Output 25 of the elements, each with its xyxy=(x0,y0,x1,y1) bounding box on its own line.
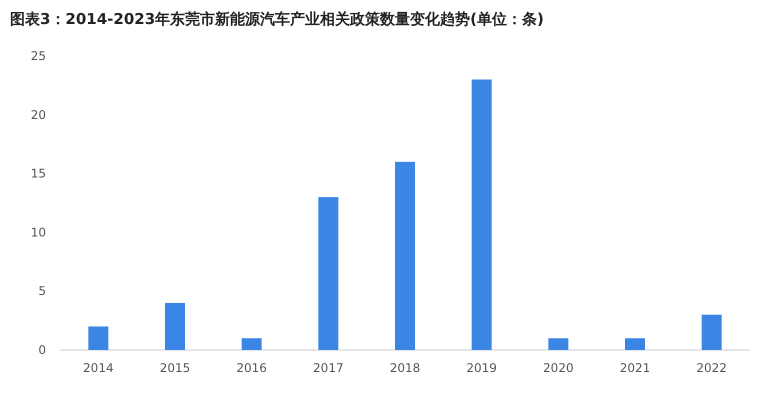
x-tick-label: 2015 xyxy=(160,361,190,375)
bar xyxy=(548,338,568,350)
bar xyxy=(472,80,492,350)
chart-title: 图表3：2014-2023年东莞市新能源汽车产业相关政策数量变化趋势(单位：条) xyxy=(10,10,544,28)
bar xyxy=(242,338,262,350)
y-tick-label: 10 xyxy=(30,225,46,240)
bar xyxy=(702,314,722,350)
y-tick-label: 20 xyxy=(30,108,46,122)
bar xyxy=(395,162,415,350)
y-tick-label: 25 xyxy=(30,49,46,63)
x-tick-label: 2018 xyxy=(390,361,420,375)
bar xyxy=(318,197,338,350)
y-tick-label: 15 xyxy=(30,166,46,181)
x-tick-label: 2022 xyxy=(696,361,727,375)
y-tick-label: 0 xyxy=(38,343,46,357)
bar xyxy=(88,326,108,350)
x-tick-label: 2021 xyxy=(620,361,650,375)
x-tick-label: 2019 xyxy=(466,361,497,375)
y-tick-label: 5 xyxy=(38,284,46,298)
x-tick-label: 2017 xyxy=(313,361,344,375)
x-tick-label: 2020 xyxy=(543,361,574,375)
x-tick-label: 2014 xyxy=(83,361,114,375)
x-tick-label: 2016 xyxy=(236,361,267,375)
bar xyxy=(625,338,645,350)
bar xyxy=(165,302,185,350)
